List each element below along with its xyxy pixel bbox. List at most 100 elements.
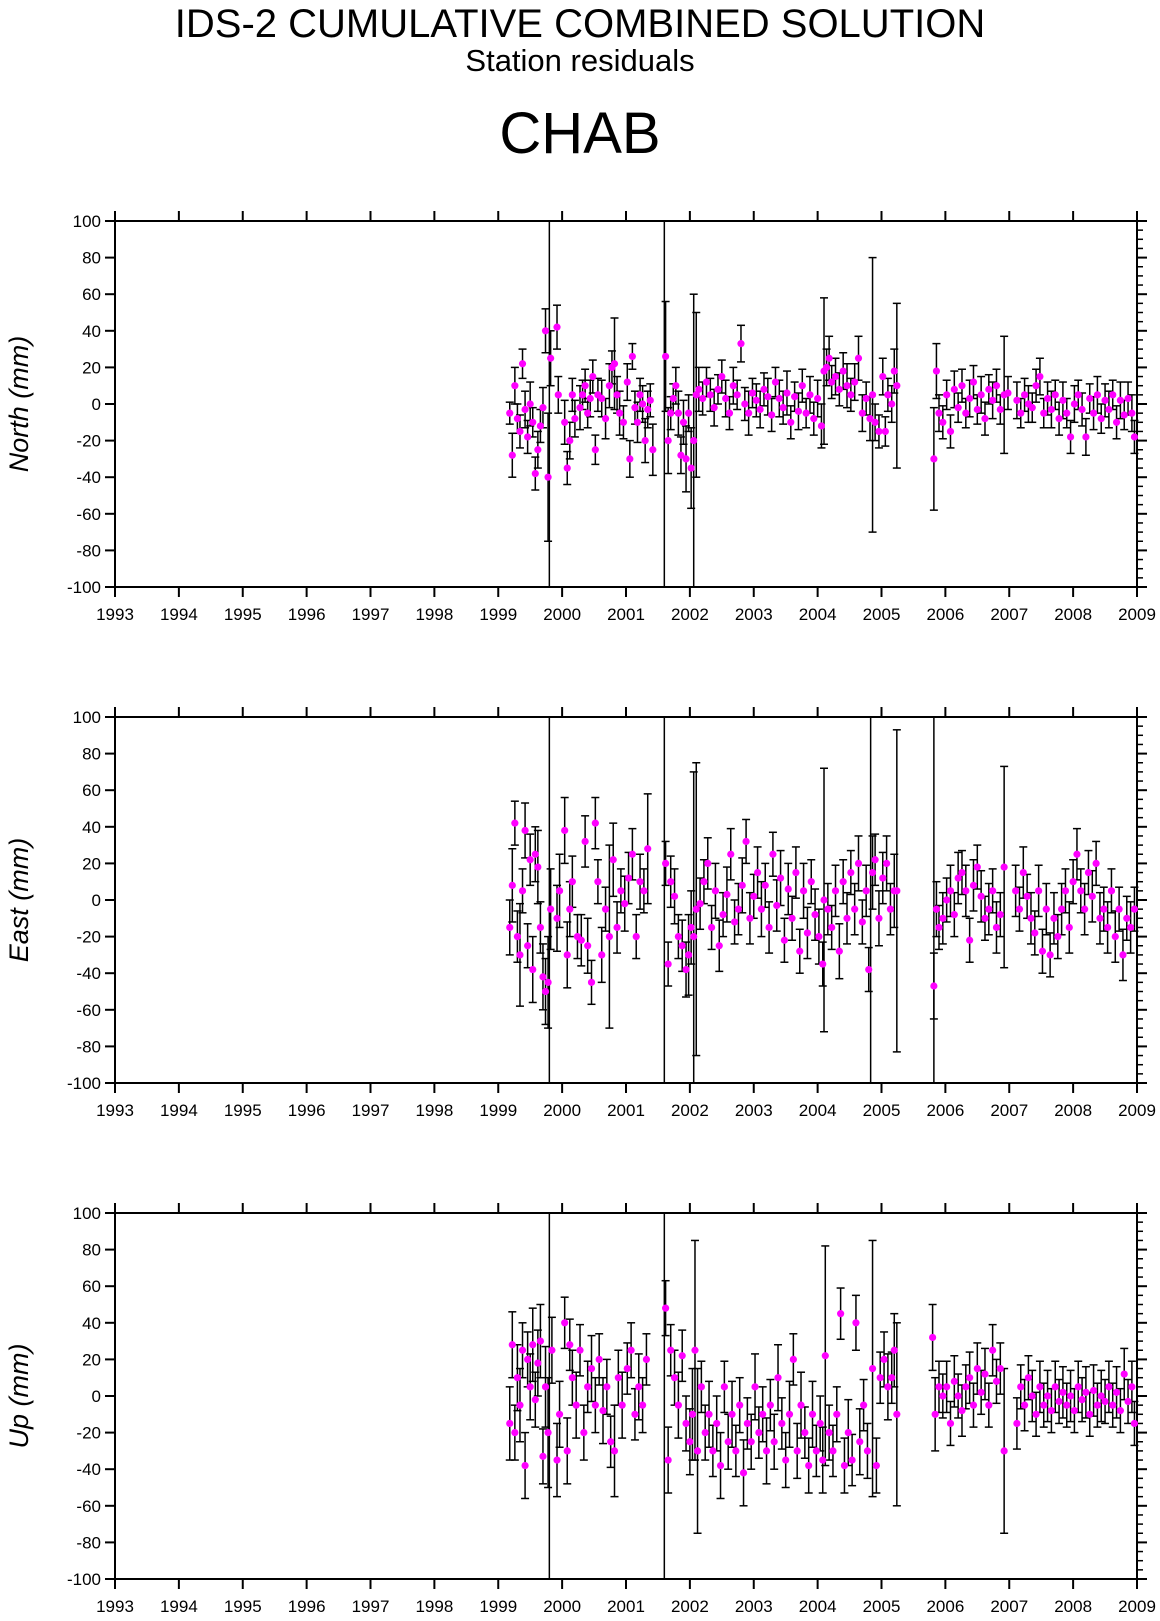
panel-3-data-point [639, 1401, 647, 1409]
panel-1-data-point [810, 415, 818, 423]
panel-1-data-point [835, 385, 843, 393]
panel-1-data-point [1036, 372, 1044, 381]
panel-1-data-point [989, 396, 997, 404]
panel-1-data-point [521, 405, 529, 414]
panel-1-data-point [985, 385, 993, 393]
panel-1-y-tick-label: 80 [82, 249, 101, 268]
panel-1-data-point [884, 391, 892, 399]
panel-2-data-point [1015, 905, 1024, 913]
panel-1-x-tick-label: 2000 [543, 605, 581, 624]
panel-1-data-point [626, 455, 634, 463]
panel-1-data-point [636, 391, 644, 399]
panel-1-data-point [531, 469, 539, 478]
panel-3-data-point [563, 1447, 571, 1455]
panel-2-data-point [692, 905, 700, 913]
panel-1-data-point [706, 391, 714, 399]
panel-1-data-point [524, 433, 532, 441]
panel-3-data-point [599, 1407, 607, 1415]
panel-1-x-tick-label: 2001 [607, 605, 645, 624]
panel-2-data-point [1012, 887, 1020, 895]
panel-2-data-point [989, 887, 997, 895]
panel-3-data-point [595, 1355, 603, 1363]
panel-2-x-tick-label: 2009 [1118, 1101, 1156, 1120]
panel-3-data-point [789, 1355, 797, 1363]
panel-2-data-point [865, 965, 873, 974]
panel-3-data-point [833, 1410, 841, 1418]
panel-1-x-tick-label: 2002 [671, 605, 709, 624]
panel-1-data-point [619, 418, 628, 426]
panel-1-data-point [752, 396, 760, 404]
panel-3-data-point [709, 1447, 717, 1455]
panel-2-data-point [682, 965, 690, 974]
panel-2-data-point [511, 819, 519, 827]
panel-1-data-point [1109, 391, 1117, 399]
panel-1-plot-frame [114, 220, 1138, 588]
panel-1-y-tick-label: 100 [73, 212, 101, 231]
panel-1-data-point [646, 396, 654, 404]
panel-3-data-point [568, 1374, 576, 1382]
panel-2-data-point [780, 936, 789, 944]
panel-2-data-point [727, 850, 735, 858]
panel-3-data-point [759, 1410, 767, 1418]
panel-2-data-point [1107, 887, 1116, 895]
panel-1-x-tick-label: 2003 [735, 605, 773, 624]
panel-3-data-point [1089, 1386, 1098, 1395]
panel-3-data-point [880, 1355, 888, 1363]
panel-2-data-point [932, 905, 941, 913]
panel-3-data-point [1047, 1407, 1056, 1415]
panel-2-y-tick-label: -100 [67, 1074, 101, 1093]
panel-2-data-point [674, 933, 682, 941]
panel-3-data-point [603, 1383, 611, 1391]
panel-2-data-point [541, 987, 550, 996]
panel-1-data-point [950, 385, 958, 393]
panel-3-data-point [713, 1419, 721, 1428]
panel-2-x-tick-label: 1999 [479, 1101, 517, 1120]
panel-1-data-point [802, 409, 810, 417]
panel-3-data-point [587, 1364, 596, 1373]
panel-3-data-point [664, 1456, 672, 1464]
panel-2-data-point [930, 982, 938, 990]
panel-2-data-point [862, 887, 870, 895]
panel-3-y-tick-label: 40 [82, 1314, 101, 1333]
panel-2-data-point [946, 887, 955, 895]
panel-2-data-point [577, 936, 585, 944]
panel-1-data-point [553, 323, 561, 331]
panel-1-data-point [943, 391, 951, 399]
panel-3-data-point [678, 1352, 686, 1360]
panel-3-data-point [623, 1364, 631, 1373]
panel-2-data-point [730, 918, 739, 926]
panel-2-data-point [939, 914, 947, 922]
panel-3-data-point [848, 1456, 856, 1464]
panel-1-data-point [536, 422, 545, 430]
panel-3-data-point [821, 1352, 829, 1360]
panel-1-data-point [516, 427, 524, 436]
panel-1-data-point [623, 378, 631, 386]
panel-2-data-point [547, 905, 555, 913]
panel-2-data-point [531, 850, 539, 858]
panel-3-data-point [950, 1377, 958, 1385]
panel-1-data-point [641, 437, 649, 445]
panel-3-data-point [513, 1374, 522, 1382]
panel-2-data-point [521, 826, 529, 835]
panel-1-data-point [888, 400, 896, 408]
panel-1-data-point [858, 409, 866, 417]
panel-3-data-point [929, 1333, 937, 1342]
panel-1-y-tick-label: -20 [76, 432, 101, 451]
panel-2-y-tick-label: -20 [76, 928, 101, 947]
panel-2-data-point [555, 887, 564, 895]
panel-3-data-point [674, 1401, 682, 1409]
panel-3-data-point [816, 1419, 824, 1428]
panel-2-data-point [992, 923, 1001, 932]
panel-2-data-point [1031, 929, 1039, 937]
panel-2-data-point [738, 881, 746, 889]
panel-3-x-tick-label: 1993 [96, 1597, 134, 1616]
panel-2-data-point [707, 923, 716, 932]
panel-2-data-point [854, 859, 863, 868]
panel-1-data-point [710, 404, 718, 412]
panel-3-data-point [977, 1388, 985, 1396]
panel-2-data-point [883, 859, 891, 868]
panel-1-data-point [764, 393, 772, 401]
panel-3-data-point [973, 1364, 981, 1373]
panel-3-data-point [544, 1429, 552, 1437]
panel-3-x-tick-label: 2000 [543, 1597, 581, 1616]
